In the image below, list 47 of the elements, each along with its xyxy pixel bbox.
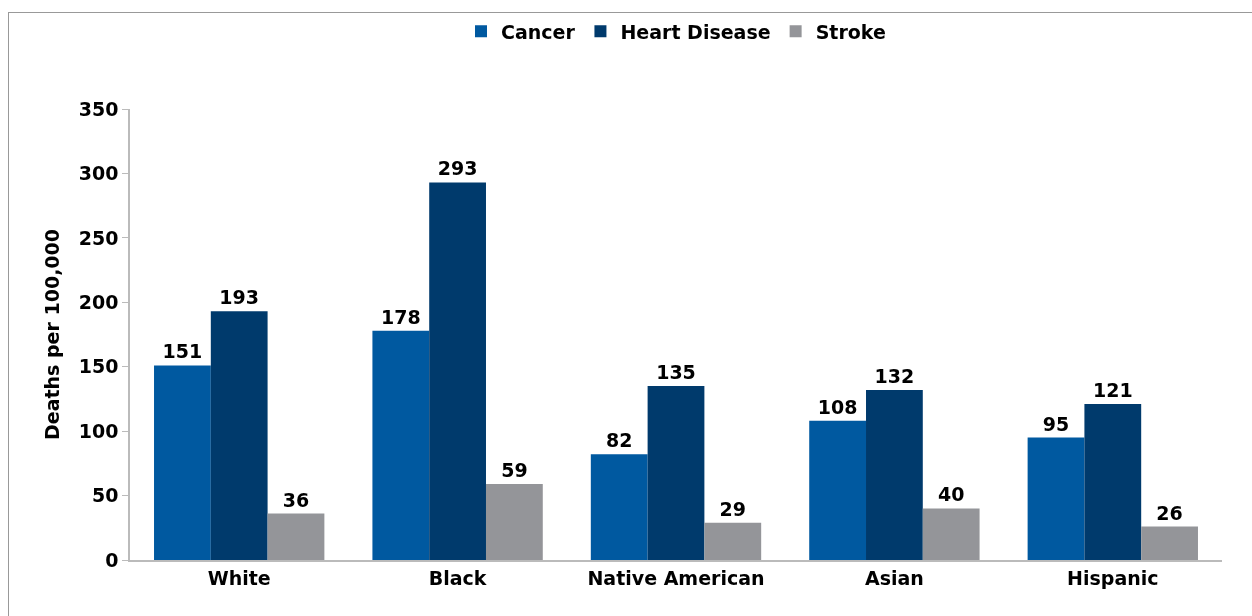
bar [267, 513, 325, 560]
data-label: 151 [162, 340, 203, 363]
data-label: 193 [219, 286, 260, 309]
bar [922, 508, 980, 560]
data-label: 108 [817, 395, 858, 418]
x-tick-label: Asian [864, 566, 924, 589]
bar [590, 454, 648, 560]
bar [485, 483, 543, 560]
x-tick-label: Hispanic [1067, 566, 1159, 589]
legend-label: Heart Disease [620, 20, 771, 43]
data-label: 40 [937, 483, 965, 506]
x-tick-label: White [207, 566, 271, 589]
data-label: 29 [719, 497, 747, 520]
x-tick-label: Native American [587, 566, 765, 589]
legend-label: Cancer [501, 20, 576, 43]
data-label: 132 [874, 364, 915, 387]
bar [809, 420, 867, 560]
bar [210, 311, 268, 560]
bar [1027, 437, 1085, 560]
data-label: 36 [282, 488, 310, 511]
y-axis-title: Deaths per 100,000 [41, 228, 64, 441]
bar [866, 389, 923, 560]
data-label: 121 [1092, 379, 1133, 402]
y-tick-label: 100 [78, 419, 119, 442]
bar [1141, 526, 1198, 560]
data-label: 95 [1042, 412, 1070, 435]
y-tick-label: 0 [105, 548, 119, 571]
x-tick-label: Black [428, 566, 487, 589]
data-label: 293 [437, 157, 478, 180]
data-label: 82 [605, 429, 633, 452]
y-tick-label: 350 [78, 97, 119, 120]
bar [154, 365, 211, 560]
y-tick-label: 50 [92, 484, 119, 507]
data-label: 59 [501, 458, 528, 481]
bar [704, 522, 762, 560]
bar [647, 386, 705, 560]
y-tick-label: 200 [78, 290, 119, 313]
data-label: 135 [656, 361, 696, 384]
bar [429, 182, 486, 560]
y-tick-label: 300 [78, 162, 119, 185]
bar [372, 330, 430, 560]
y-tick-label: 250 [78, 226, 119, 249]
legend-label: Stroke [815, 20, 886, 43]
data-label: 26 [1156, 501, 1183, 524]
bar [1084, 404, 1142, 560]
data-label: 178 [380, 305, 421, 328]
y-tick-label: 150 [78, 355, 119, 378]
